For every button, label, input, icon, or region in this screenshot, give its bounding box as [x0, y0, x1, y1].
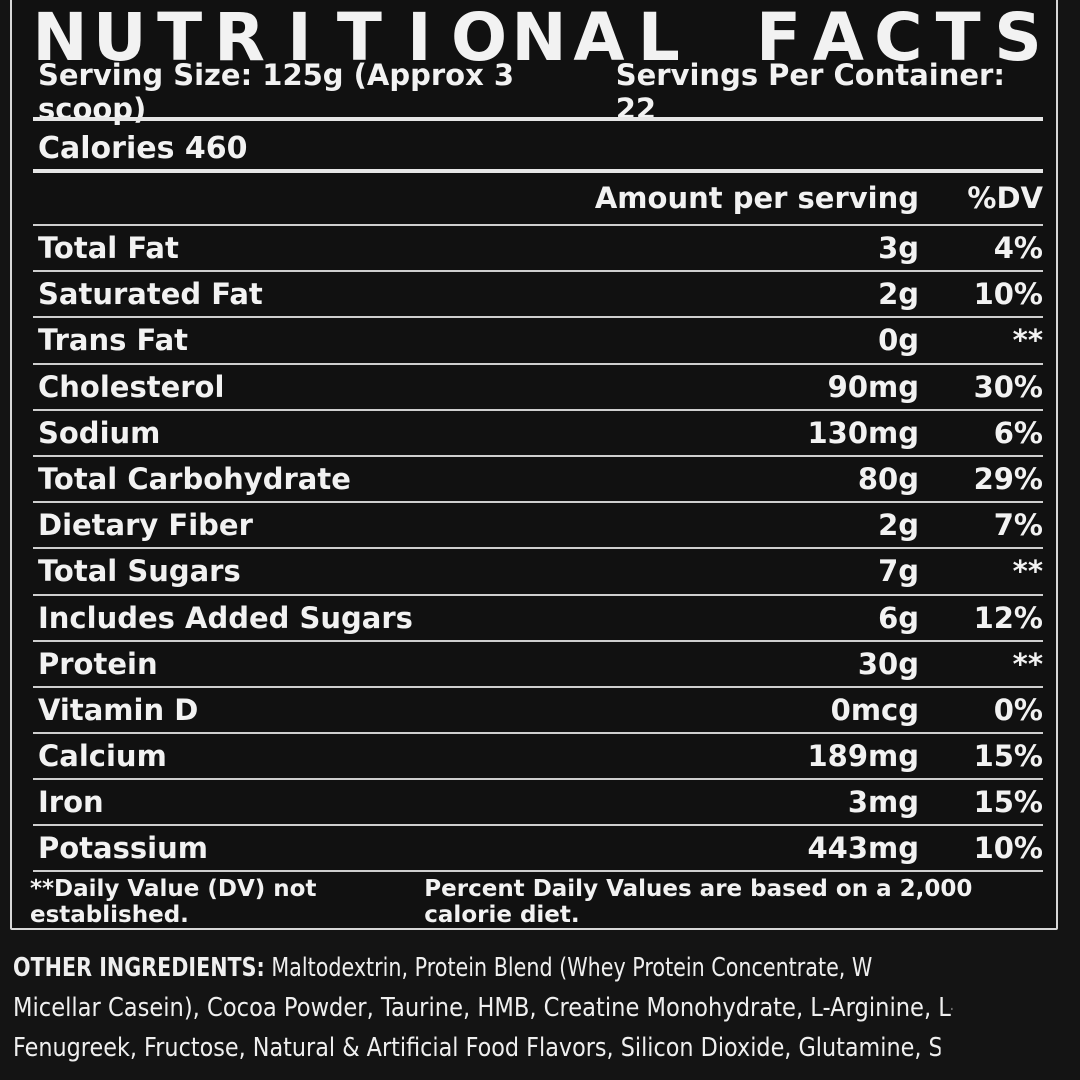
title-letter: T [935, 0, 981, 76]
nutrient-amount: 6g [878, 600, 919, 635]
footnotes: **Daily Value (DV) not established. Perc… [30, 876, 1043, 928]
nutrition-facts-panel [10, 0, 1058, 930]
nutrient-amount: 2g [878, 508, 919, 543]
nutrient-name: Sodium [38, 415, 161, 450]
nutrient-row: Total Fat 3g 4% [33, 224, 1043, 270]
nutrient-amount: 7g [878, 554, 919, 589]
nutrient-name: Saturated Fat [38, 277, 263, 312]
nutrient-amount: 443mg [807, 831, 919, 866]
nutrient-dv: 12% [973, 600, 1043, 635]
nutrient-amount: 130mg [807, 415, 919, 450]
serving-info: Serving Size: 125g (Approx 3 scoop) Serv… [38, 58, 1043, 126]
ingredients-line-2: Micellar Casein), Cocoa Powder, Taurine,… [13, 993, 952, 1023]
nutrient-dv: ** [1012, 323, 1043, 358]
nutrient-row: Dietary Fiber 2g 7% [33, 501, 1043, 547]
nutrient-row: Sodium 130mg 6% [33, 408, 1043, 455]
nutrient-name: Iron [38, 785, 104, 820]
nutrient-amount: 90mg [827, 369, 919, 404]
title-letter: L [637, 0, 680, 76]
rule-thick-top [33, 117, 1043, 121]
title-letter: A [812, 0, 864, 76]
ingredients-line-3: Fenugreek, Fructose, Natural & Artificia… [13, 1033, 941, 1063]
nutrient-dv: 29% [973, 461, 1043, 496]
nutrient-amount: 0mcg [830, 692, 919, 727]
title-letter: R [214, 0, 265, 76]
nutrient-row: Cholesterol 90mg 30% [33, 362, 1043, 409]
nutrient-name: Protein [38, 646, 158, 681]
nutrient-dv: 0% [993, 692, 1043, 727]
dv-label: %DV [967, 181, 1043, 215]
title-letter: T [157, 0, 203, 76]
nutrient-name: Total Sugars [38, 554, 241, 589]
nutrient-row: Vitamin D 0mcg 0% [33, 685, 1043, 732]
rule-bottom [33, 870, 1043, 872]
title-letter: A [573, 0, 625, 76]
nutrient-amount: 189mg [807, 739, 919, 774]
rule-thick-calories [33, 169, 1043, 173]
nutrient-name: Cholesterol [38, 369, 225, 404]
nutrient-name: Includes Added Sugars [38, 600, 413, 635]
ingredients-line-1: OTHER INGREDIENTS: Maltodextrin, Protein… [13, 948, 872, 988]
nutrient-name: Total Carbohydrate [38, 461, 351, 496]
nutrient-dv: 10% [973, 277, 1043, 312]
nutrient-name: Total Fat [38, 231, 179, 265]
nutrient-row: Iron 3mg 15% [33, 778, 1043, 824]
nutrient-row: Saturated Fat 2g 10% [33, 270, 1043, 316]
nutrient-dv: 4% [993, 231, 1043, 265]
servings-per-container: Servings Per Container: 22 [615, 58, 1005, 126]
title-letter: S [994, 0, 1042, 76]
nutrient-name: Calcium [38, 739, 167, 774]
nutrient-row: Trans Fat 0g ** [33, 316, 1043, 362]
nutrient-row: Potassium 443mg 10% [33, 824, 1043, 870]
amount-per-serving-label: Amount per serving [594, 181, 919, 215]
nutrient-row: Total Carbohydrate 80g 29% [33, 454, 1043, 501]
nutrient-amount: 80g [857, 461, 919, 496]
title-letter: N [32, 0, 88, 76]
ingredients-label: OTHER INGREDIENTS: [13, 953, 265, 983]
ingredients-text-1: Maltodextrin, Protein Blend (Whey Protei… [271, 953, 873, 983]
amount-header-row: Amount per serving %DV [33, 176, 1043, 220]
nutrient-row: Calcium 189mg 15% [33, 732, 1043, 778]
nutrient-dv: 15% [973, 785, 1043, 820]
nutrient-amount: 30g [857, 646, 919, 681]
nutrient-dv: 6% [993, 415, 1043, 450]
nutrient-amount: 3g [878, 231, 919, 265]
nutrient-dv: 7% [993, 508, 1043, 543]
nutrient-amount: 2g [878, 277, 919, 312]
nutrient-amount: 0g [878, 323, 919, 358]
footnote-daily-values: Percent Daily Values are based on a 2,00… [424, 876, 973, 928]
nutrient-name: Vitamin D [38, 692, 199, 727]
nutrient-table: Total Fat 3g 4% Saturated Fat 2g 10% Trans Fat… [33, 224, 1043, 871]
nutrient-dv: 10% [973, 831, 1043, 866]
nutrient-name: Trans Fat [38, 323, 189, 358]
calories: Calories 460 [38, 130, 248, 166]
nutrient-row: Includes Added Sugars 6g 12% [33, 593, 1043, 640]
other-ingredients: OTHER INGREDIENTS: Maltodextrin, Protein… [13, 948, 1073, 1068]
title-letter: I [287, 0, 312, 76]
title-letter: F [755, 0, 802, 76]
title-letter: N [511, 0, 567, 76]
nutrient-name: Potassium [38, 831, 208, 866]
nutrient-row: Total Sugars 7g ** [33, 547, 1043, 593]
title-letter: U [93, 0, 147, 76]
title-letter: I [406, 0, 432, 76]
title-letter: T [336, 0, 382, 76]
nutrient-name: Dietary Fiber [38, 508, 253, 543]
nutrient-amount: 3mg [847, 785, 919, 820]
nutrient-dv: ** [1012, 554, 1043, 589]
title-letter: C [874, 0, 923, 76]
footnote-dv-not-established: **Daily Value (DV) not established. [30, 876, 317, 928]
serving-size: Serving Size: 125g (Approx 3 scoop) [38, 58, 515, 126]
title-letter: O [451, 0, 508, 76]
nutrient-dv: ** [1012, 646, 1043, 681]
nutrient-row: Protein 30g ** [33, 639, 1043, 686]
nutrient-dv: 30% [973, 369, 1043, 404]
nutrient-dv: 15% [973, 739, 1043, 774]
